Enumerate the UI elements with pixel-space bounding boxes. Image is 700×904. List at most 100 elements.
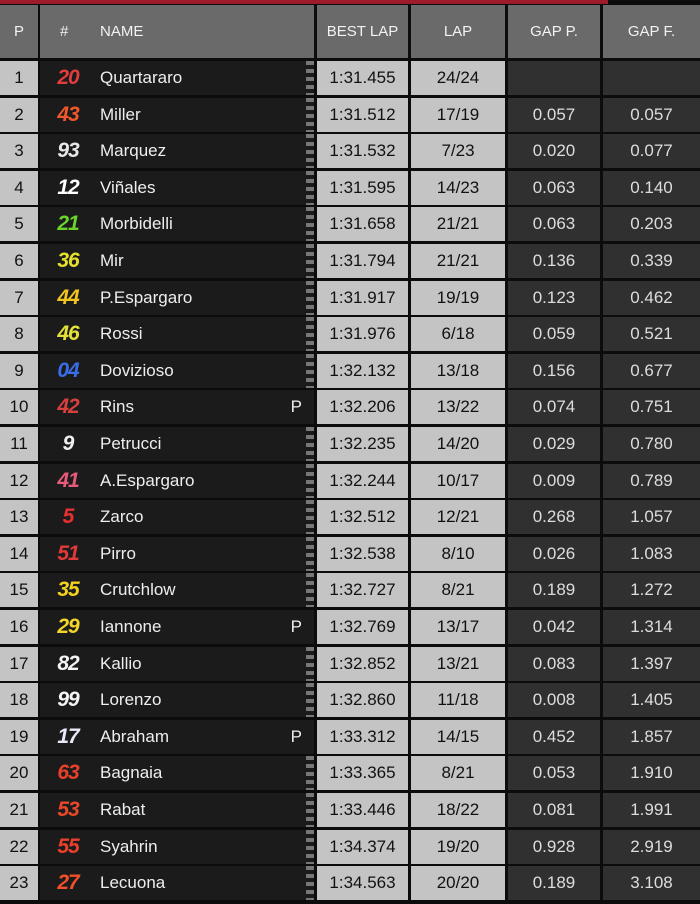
gap-first-cell: 1.857	[603, 719, 700, 754]
rider-cell: 21 Morbidelli	[40, 207, 314, 242]
table-row[interactable]: 1 20 Quartararo 1:31.455 24/24	[0, 61, 700, 95]
table-row[interactable]: 14 51 Pirro 1:32.538 8/10 0.026 1.083	[0, 536, 700, 571]
table-row[interactable]: 16 29 Iannone P 1:32.769 13/17 0.042 1.3…	[0, 610, 700, 644]
table-row[interactable]: 18 99 Lorenzo 1:32.860 11/18 0.008 1.405	[0, 683, 700, 718]
rider-cell: 93 Marquez	[40, 134, 314, 169]
rider-number-badge: 99	[57, 688, 79, 712]
position-cell: 5	[0, 207, 38, 242]
rider-cell: 27 Lecuona	[40, 866, 314, 901]
table-row[interactable]: 2 43 Miller 1:31.512 17/19 0.057 0.057	[0, 97, 700, 132]
position-cell: 15	[0, 573, 38, 608]
gap-previous-cell: 0.063	[508, 207, 600, 242]
table-row[interactable]: 5 21 Morbidelli 1:31.658 21/21 0.063 0.2…	[0, 207, 700, 242]
rider-number-badge: 35	[57, 578, 79, 602]
position-cell: 13	[0, 500, 38, 535]
rider-cell: 41 A.Espargaro	[40, 463, 314, 498]
gap-first-cell	[603, 61, 700, 95]
gap-previous-cell: 0.026	[508, 536, 600, 571]
gap-previous-cell: 0.136	[508, 244, 600, 278]
position-cell: 8	[0, 317, 38, 352]
gap-first-cell: 1.083	[603, 536, 700, 571]
gap-previous-cell: 0.083	[508, 646, 600, 681]
gap-previous-cell: 0.009	[508, 463, 600, 498]
header-name-col: # NAME	[40, 5, 314, 58]
lap-cell: 11/18	[411, 683, 505, 718]
pit-indicator: P	[290, 397, 302, 417]
gap-previous-cell: 0.123	[508, 280, 600, 315]
best-lap-cell: 1:31.794	[317, 244, 408, 278]
lap-cell: 13/18	[411, 353, 505, 388]
position-cell: 6	[0, 244, 38, 278]
gap-previous-cell: 0.042	[508, 610, 600, 644]
gap-previous-cell: 0.928	[508, 829, 600, 864]
rider-cell: 99 Lorenzo	[40, 683, 314, 718]
table-row[interactable]: 15 35 Crutchlow 1:32.727 8/21 0.189 1.27…	[0, 573, 700, 608]
checkered-flag-icon	[306, 134, 314, 169]
table-row[interactable]: 7 44 P.Espargaro 1:31.917 19/19 0.123 0.…	[0, 280, 700, 315]
table-row[interactable]: 4 12 Viñales 1:31.595 14/23 0.063 0.140	[0, 170, 700, 205]
best-lap-cell: 1:31.917	[317, 280, 408, 315]
lap-cell: 13/22	[411, 390, 505, 425]
position-cell: 10	[0, 390, 38, 425]
lap-cell: 21/21	[411, 207, 505, 242]
rider-cell: 17 Abraham P	[40, 719, 314, 754]
table-row[interactable]: 3 93 Marquez 1:31.532 7/23 0.020 0.077	[0, 134, 700, 169]
gap-previous-cell: 0.059	[508, 317, 600, 352]
gap-first-cell: 1.057	[603, 500, 700, 535]
rider-cell: 43 Miller	[40, 97, 314, 132]
lap-cell: 14/15	[411, 719, 505, 754]
rider-number-badge: 42	[57, 395, 79, 419]
table-row[interactable]: 8 46 Rossi 1:31.976 6/18 0.059 0.521	[0, 317, 700, 352]
rider-number-badge: 82	[57, 651, 79, 675]
table-row[interactable]: 23 27 Lecuona 1:34.563 20/20 0.189 3.108	[0, 866, 700, 901]
table-row[interactable]: 19 17 Abraham P 1:33.312 14/15 0.452 1.8…	[0, 719, 700, 754]
table-row[interactable]: 11 9 Petrucci 1:32.235 14/20 0.029 0.780	[0, 427, 700, 461]
table-row[interactable]: 17 82 Kallio 1:32.852 13/21 0.083 1.397	[0, 646, 700, 681]
table-row[interactable]: 21 53 Rabat 1:33.446 18/22 0.081 1.991	[0, 793, 700, 827]
rider-name: Morbidelli	[100, 214, 173, 234]
table-row[interactable]: 22 55 Syahrin 1:34.374 19/20 0.928 2.919	[0, 829, 700, 864]
lap-cell: 17/19	[411, 97, 505, 132]
gap-previous-cell: 0.156	[508, 353, 600, 388]
rider-cell: 55 Syahrin	[40, 829, 314, 864]
rider-number-badge: 63	[57, 761, 79, 785]
position-cell: 20	[0, 756, 38, 791]
checkered-flag-icon	[306, 280, 314, 315]
table-row[interactable]: 6 36 Mir 1:31.794 21/21 0.136 0.339	[0, 244, 700, 278]
checkered-flag-icon	[306, 793, 314, 827]
lap-cell: 13/17	[411, 610, 505, 644]
checkered-flag-icon	[306, 646, 314, 681]
checkered-flag-icon	[306, 170, 314, 205]
checkered-flag-icon	[306, 866, 314, 901]
checkered-flag-icon	[306, 829, 314, 864]
lap-cell: 20/20	[411, 866, 505, 901]
rider-cell: 5 Zarco	[40, 500, 314, 535]
best-lap-cell: 1:33.446	[317, 793, 408, 827]
header-lap: LAP	[411, 5, 505, 58]
position-cell: 1	[0, 61, 38, 95]
rider-name: Dovizioso	[100, 360, 174, 380]
gap-first-cell: 0.077	[603, 134, 700, 169]
best-lap-cell: 1:32.132	[317, 353, 408, 388]
checkered-flag-icon	[306, 573, 314, 608]
lap-cell: 6/18	[411, 317, 505, 352]
table-row[interactable]: 10 42 Rins P 1:32.206 13/22 0.074 0.751	[0, 390, 700, 425]
rider-number-badge: 27	[57, 871, 79, 895]
header-position: P	[0, 5, 38, 58]
gap-previous-cell: 0.081	[508, 793, 600, 827]
rider-name: Miller	[100, 104, 141, 124]
gap-previous-cell: 0.029	[508, 427, 600, 461]
gap-first-cell: 0.751	[603, 390, 700, 425]
table-row[interactable]: 13 5 Zarco 1:32.512 12/21 0.268 1.057	[0, 500, 700, 535]
lap-cell: 19/19	[411, 280, 505, 315]
rider-cell: 12 Viñales	[40, 170, 314, 205]
rider-number-badge: 9	[62, 432, 75, 455]
table-row[interactable]: 12 41 A.Espargaro 1:32.244 10/17 0.009 0…	[0, 463, 700, 498]
gap-first-cell: 1.910	[603, 756, 700, 791]
rider-cell: 29 Iannone P	[40, 610, 314, 644]
table-row[interactable]: 20 63 Bagnaia 1:33.365 8/21 0.053 1.910	[0, 756, 700, 791]
table-row[interactable]: 9 04 Dovizioso 1:32.132 13/18 0.156 0.67…	[0, 353, 700, 388]
rider-name: Mir	[100, 251, 124, 270]
rider-name: Abraham	[100, 726, 169, 746]
best-lap-cell: 1:31.658	[317, 207, 408, 242]
